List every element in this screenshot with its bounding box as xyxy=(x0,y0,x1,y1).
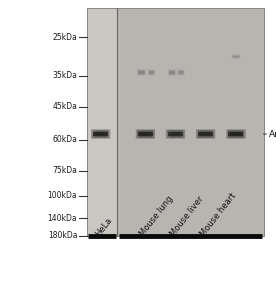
Text: HeLa: HeLa xyxy=(94,216,114,239)
FancyBboxPatch shape xyxy=(199,131,212,137)
FancyBboxPatch shape xyxy=(139,71,144,74)
Bar xyxy=(138,132,153,136)
Text: 180kDa: 180kDa xyxy=(48,231,77,240)
FancyBboxPatch shape xyxy=(169,70,175,75)
FancyBboxPatch shape xyxy=(94,131,107,137)
FancyBboxPatch shape xyxy=(93,130,109,138)
FancyBboxPatch shape xyxy=(91,129,110,139)
Bar xyxy=(169,71,176,74)
FancyBboxPatch shape xyxy=(148,70,155,75)
FancyBboxPatch shape xyxy=(231,54,241,59)
FancyBboxPatch shape xyxy=(177,69,185,76)
FancyBboxPatch shape xyxy=(233,55,239,58)
FancyBboxPatch shape xyxy=(97,132,104,136)
Text: 75kDa: 75kDa xyxy=(52,166,77,175)
Text: Mouse lung: Mouse lung xyxy=(138,195,175,239)
FancyBboxPatch shape xyxy=(168,69,176,76)
FancyBboxPatch shape xyxy=(136,129,155,139)
FancyBboxPatch shape xyxy=(226,129,246,139)
FancyBboxPatch shape xyxy=(198,130,214,138)
Bar xyxy=(138,71,145,74)
FancyBboxPatch shape xyxy=(169,131,182,137)
FancyBboxPatch shape xyxy=(196,129,215,139)
Bar xyxy=(198,132,213,136)
FancyBboxPatch shape xyxy=(204,133,208,135)
Text: 60kDa: 60kDa xyxy=(52,135,77,144)
FancyBboxPatch shape xyxy=(99,133,103,135)
Text: 25kDa: 25kDa xyxy=(52,33,77,42)
FancyBboxPatch shape xyxy=(172,132,179,136)
FancyBboxPatch shape xyxy=(170,71,174,74)
FancyBboxPatch shape xyxy=(168,130,184,138)
FancyBboxPatch shape xyxy=(233,132,239,136)
Bar xyxy=(232,56,240,57)
Text: Mouse heart: Mouse heart xyxy=(198,192,238,239)
FancyBboxPatch shape xyxy=(179,71,183,74)
Text: 100kDa: 100kDa xyxy=(48,191,77,200)
FancyBboxPatch shape xyxy=(174,133,177,135)
FancyBboxPatch shape xyxy=(137,130,153,138)
Text: AnnexinA11: AnnexinA11 xyxy=(264,130,276,139)
FancyBboxPatch shape xyxy=(234,133,238,135)
Text: 140kDa: 140kDa xyxy=(48,214,77,223)
FancyBboxPatch shape xyxy=(229,131,243,137)
FancyBboxPatch shape xyxy=(228,130,244,138)
FancyBboxPatch shape xyxy=(169,70,176,75)
FancyBboxPatch shape xyxy=(144,133,147,135)
FancyBboxPatch shape xyxy=(142,132,149,136)
FancyBboxPatch shape xyxy=(202,132,209,136)
Bar xyxy=(87,8,117,236)
Bar xyxy=(117,8,264,236)
Bar xyxy=(229,132,243,136)
FancyBboxPatch shape xyxy=(171,132,181,136)
FancyBboxPatch shape xyxy=(150,71,153,74)
FancyBboxPatch shape xyxy=(140,71,143,74)
Bar xyxy=(149,71,154,74)
Bar xyxy=(168,132,183,136)
Bar xyxy=(178,71,184,74)
FancyBboxPatch shape xyxy=(137,70,145,75)
FancyBboxPatch shape xyxy=(179,70,184,75)
FancyBboxPatch shape xyxy=(148,69,155,76)
FancyBboxPatch shape xyxy=(233,55,238,58)
FancyBboxPatch shape xyxy=(166,129,185,139)
FancyBboxPatch shape xyxy=(232,55,240,59)
FancyBboxPatch shape xyxy=(137,69,146,76)
FancyBboxPatch shape xyxy=(178,70,184,75)
Text: Mouse liver: Mouse liver xyxy=(168,195,205,239)
FancyBboxPatch shape xyxy=(231,132,241,136)
FancyBboxPatch shape xyxy=(149,70,154,75)
Text: 45kDa: 45kDa xyxy=(52,102,77,111)
FancyBboxPatch shape xyxy=(201,132,211,136)
FancyBboxPatch shape xyxy=(96,132,106,136)
FancyBboxPatch shape xyxy=(139,131,152,137)
FancyBboxPatch shape xyxy=(140,132,150,136)
Text: 35kDa: 35kDa xyxy=(52,71,77,80)
FancyBboxPatch shape xyxy=(138,70,144,75)
Bar xyxy=(93,132,108,136)
